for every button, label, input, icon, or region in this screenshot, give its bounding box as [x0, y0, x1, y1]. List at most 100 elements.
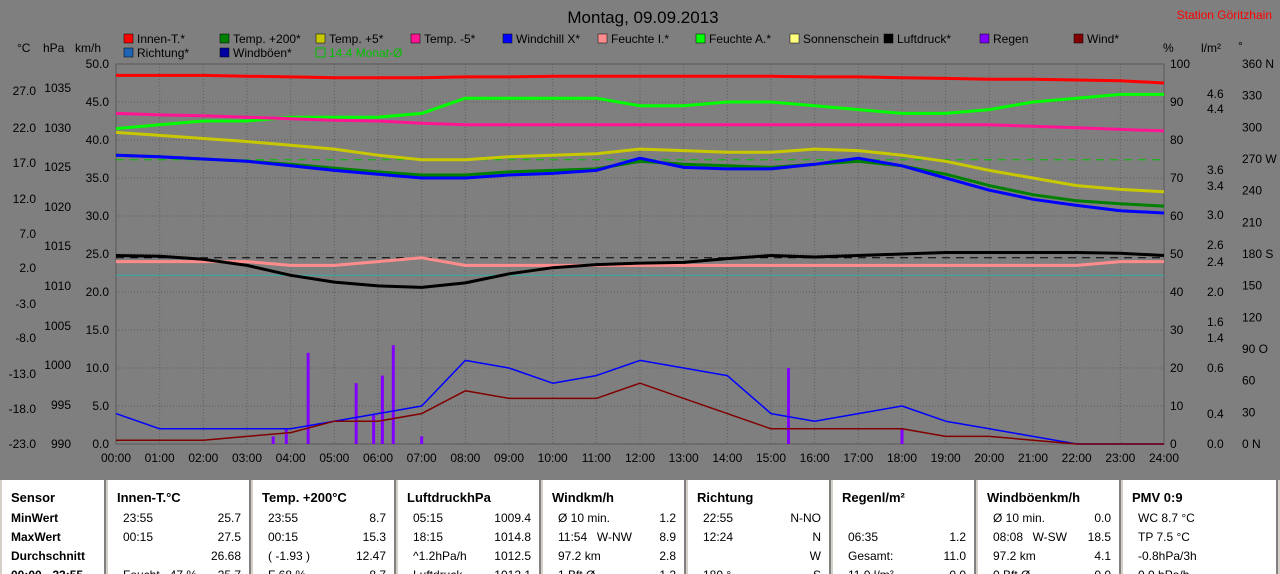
temp-tick-label: -13.0	[9, 367, 37, 381]
cell-value: 25.7	[218, 568, 241, 574]
row-label-sensor: Sensor	[11, 490, 56, 505]
deg-axis-unit: °	[1238, 39, 1243, 53]
cell-value: S	[813, 568, 821, 574]
axis-units: °C hPa km/h % l/m² °	[17, 39, 1243, 55]
cell-left: ( -1.93 )	[268, 549, 311, 563]
time-tick-label: 06:00	[363, 451, 393, 465]
series-line	[115, 153, 1165, 215]
legend-item: Windchill X*	[502, 32, 580, 46]
cell-left: 23:55	[268, 511, 299, 525]
temp-tick-label: 12.0	[13, 192, 37, 206]
time-tick-label: 01:00	[145, 451, 175, 465]
pct-tick-label: 80	[1170, 133, 1184, 147]
table-column: Richtung 22:55 N-NO 12:24 NW 180 ° S	[688, 480, 831, 574]
hpa-tick-label: 1000	[44, 358, 71, 372]
time-tick-label: 15:00	[756, 451, 786, 465]
cell-left: Gesamt:	[848, 549, 894, 563]
direction-tick-label: 240	[1242, 184, 1262, 198]
table-cell-row: 22:55 N-NO	[697, 511, 821, 529]
cell-left: Ø 10 min.	[993, 511, 1046, 525]
weather-chart: Montag, 09.09.2013 Station Göritzhain In…	[8, 8, 1278, 465]
rain-bar	[306, 352, 310, 444]
hpa-tick-label: 1030	[44, 121, 71, 135]
legend-item: Temp. -5*	[410, 32, 476, 46]
cell-left: 180 °	[703, 568, 731, 574]
cell-left: 0.0 hPa/h	[1138, 568, 1189, 574]
series-line	[115, 359, 1164, 445]
cell-value: 8.7	[369, 568, 386, 574]
table-cell-row: 05:15 1009.4	[407, 511, 531, 529]
table-cell-row: -0.8hPa/3h	[1132, 549, 1268, 567]
cell-left: 1 Bft Ø	[558, 568, 595, 574]
hpa-tick-label: 1020	[44, 200, 71, 214]
cell-left: 11:54	[558, 530, 588, 544]
cell-value: W	[809, 549, 821, 563]
direction-tick-label: 90 O	[1242, 342, 1268, 356]
column-header: PMV 0:9	[1132, 490, 1268, 505]
column-header: Richtung	[697, 490, 821, 505]
table-cell-row: 0 Bft Ø 0.0	[987, 568, 1111, 574]
kmh-tick-label: 45.0	[86, 95, 110, 109]
rain-tick-label: 2.4	[1207, 255, 1224, 269]
series-line	[115, 251, 1165, 289]
cell-left: 22:55	[703, 511, 734, 525]
legend-swatch	[219, 33, 230, 44]
time-tick-label: 04:00	[276, 451, 306, 465]
legend-label: 14.4 Monat-Ø	[329, 46, 402, 60]
cell-value: 12.47	[355, 549, 386, 563]
time-tick-label: 23:00	[1105, 451, 1135, 465]
table-column: LuftdruckhPa 05:15 1009.4 18:15 1014.8 ^1.2hP…	[398, 480, 541, 574]
cell-value: 1012.1	[494, 568, 531, 574]
cell-value: 18.5	[1087, 530, 1111, 544]
rain-tick-label: 3.4	[1207, 179, 1224, 193]
time-tick-label: 22:00	[1062, 451, 1092, 465]
legend-item: Feuchte A.*	[695, 32, 771, 46]
cell-value: 15.3	[362, 530, 386, 544]
temp-tick-label: 17.0	[13, 156, 37, 170]
time-tick-label: 12:00	[625, 451, 655, 465]
pct-tick-label: 20	[1170, 361, 1184, 375]
rain-tick-label: 3.6	[1207, 163, 1224, 177]
column-header: Regenl/m²	[842, 490, 966, 505]
direction-tick-label: 180 S	[1242, 247, 1273, 261]
cell-value: 0.0	[1094, 511, 1111, 525]
cell-left: 12:24	[703, 530, 734, 544]
row-label-text: MinWert	[11, 511, 59, 525]
temp-tick-label: 7.0	[19, 227, 36, 241]
legend-swatch	[502, 33, 513, 44]
column-header: LuftdruckhPa	[407, 490, 531, 505]
legend-label: Wind*	[1087, 32, 1119, 46]
table-cell-row: WC 8.7 °C	[1132, 511, 1268, 529]
cell-value: 26.68	[210, 549, 241, 563]
kmh-tick-label: 10.0	[86, 361, 110, 375]
legend-item: Richtung*	[123, 46, 189, 60]
table-cell-row: Gesamt: 11.0	[842, 549, 966, 567]
cell-value: N-NO	[790, 511, 821, 525]
cell-value: 0.0	[1094, 568, 1111, 574]
rain-tick-label: 0.6	[1207, 361, 1224, 375]
table-column: Regenl/m² 06:35 1.2 Gesamt: 11.0 11.0 l/m² 0.0	[833, 480, 976, 574]
table-cell-row: 23:55 8.7	[262, 511, 386, 529]
pct-tick-label: 40	[1170, 285, 1184, 299]
legend-item: Sonnenschein	[789, 32, 879, 46]
cell-value: 25.7	[217, 511, 241, 525]
hpa-tick-label: 1010	[44, 279, 71, 293]
time-tick-label: 03:00	[232, 451, 262, 465]
cell-value: 2.8	[659, 549, 676, 563]
rain-tick-label: 4.4	[1207, 102, 1224, 116]
kmh-tick-label: 35.0	[86, 171, 110, 185]
time-tick-label: 19:00	[931, 451, 961, 465]
table-column: Windböenkm/h Ø 10 min. 0.0 08:08 W-SW 18.5 97.…	[978, 480, 1121, 574]
direction-tick-label: 150	[1242, 279, 1262, 293]
table-column: Temp. +200°C 23:55 8.7 00:15 15.3 ( -1.93 ) 12…	[253, 480, 396, 574]
legend-swatch	[695, 33, 706, 44]
pct-tick-label: 30	[1170, 323, 1184, 337]
cell-left: 97.2 km	[993, 549, 1036, 563]
pct-tick-label: 0	[1170, 437, 1177, 451]
direction-tick-label: 330	[1242, 89, 1262, 103]
cell-value: 8.7	[369, 511, 386, 525]
pct-axis-unit: %	[1163, 41, 1174, 55]
time-tick-label: 24:00	[1149, 451, 1179, 465]
chart-legend: Innen-T.* Temp. +200* Temp. +5* Temp. -5* Wi…	[123, 32, 1119, 60]
table-cell-row: 97.2 km 4.1	[987, 549, 1111, 567]
